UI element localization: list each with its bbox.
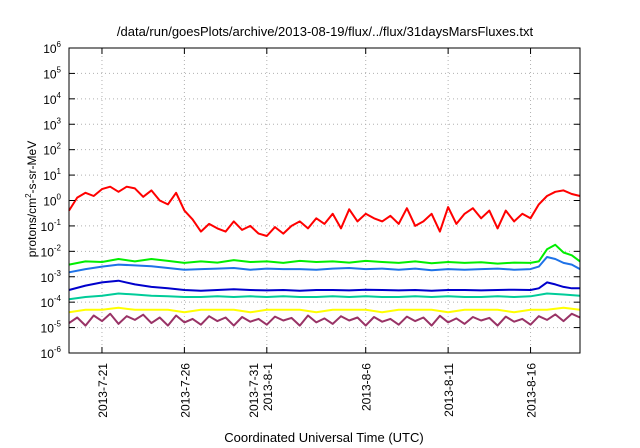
y-tick-label-exponent: -1 — [54, 218, 62, 227]
series-line-4 — [68, 279, 580, 292]
y-tick-label-exponent: 2 — [57, 142, 62, 151]
series-line-5 — [68, 292, 581, 301]
y-tick-label: 104 — [43, 91, 61, 107]
x-axis-label: Coordinated Universal Time (UTC) — [224, 430, 423, 445]
y-tick-label: 10-6 — [41, 345, 62, 361]
y-tick-label-base: 10 — [41, 271, 55, 285]
y-tick-label-base: 10 — [43, 42, 57, 56]
y-tick-label: 101 — [43, 167, 61, 183]
y-tick-label-exponent: -3 — [54, 269, 62, 278]
y-tick-label-exponent: 6 — [57, 40, 62, 49]
y-tick-label-base: 10 — [43, 169, 57, 183]
x-tick-label: 2013-8-1 — [261, 363, 275, 411]
x-tick-label: 2013-8-16 — [525, 363, 539, 418]
y-axis-label-main: protons/cm — [25, 198, 39, 257]
y-tick-label-base: 10 — [41, 245, 55, 259]
series-line-6 — [68, 306, 581, 314]
y-tick-label: 102 — [43, 142, 61, 158]
y-tick-label: 10-4 — [41, 294, 62, 310]
y-tick-label-base: 10 — [41, 220, 55, 234]
y-axis-label: protons/cm2-s-sr-MeV — [24, 141, 39, 257]
y-tick-label-exponent: 4 — [57, 91, 62, 100]
series-lines — [68, 185, 581, 327]
y-tick-label: 100 — [43, 193, 61, 209]
y-tick-label: 10-5 — [41, 320, 62, 336]
grid-lines — [69, 48, 580, 353]
y-axis-label-units: -s-sr-MeV — [25, 141, 39, 194]
y-tick-label-exponent: 1 — [57, 167, 62, 176]
y-axis-label-superscript: 2 — [24, 193, 33, 198]
series-line-7 — [68, 312, 581, 327]
y-tick-label-base: 10 — [43, 67, 57, 81]
y-tick-label: 10-1 — [41, 218, 62, 234]
y-tick-label-base: 10 — [43, 195, 57, 209]
y-tick-label-exponent: 3 — [57, 116, 62, 125]
chart-title: /data/run/goesPlots/archive/2013-08-19/f… — [117, 24, 534, 39]
axes: 10-610-510-410-310-210-11001011021031041… — [41, 40, 580, 418]
y-tick-label-base: 10 — [41, 296, 55, 310]
y-tick-label-exponent: -6 — [54, 345, 62, 354]
series-line-2 — [68, 243, 581, 266]
y-tick-label: 103 — [43, 116, 61, 132]
y-tick-label-base: 10 — [41, 347, 55, 361]
x-tick-label: 2013-7-26 — [178, 363, 192, 418]
y-tick-label: 106 — [43, 40, 61, 56]
y-tick-label: 10-3 — [41, 269, 62, 285]
y-tick-label: 10-2 — [41, 243, 62, 259]
y-tick-label-exponent: -5 — [54, 320, 62, 329]
x-tick-label: 2013-7-31 — [247, 363, 261, 418]
series-line-3 — [68, 256, 581, 274]
y-tick-label-exponent: -2 — [54, 243, 62, 252]
x-tick-label: 2013-7-21 — [96, 363, 110, 418]
series-line-1 — [68, 185, 581, 237]
y-tick-label-base: 10 — [43, 118, 57, 132]
y-tick-label-base: 10 — [41, 322, 55, 336]
y-tick-label-base: 10 — [43, 144, 57, 158]
y-tick-label-exponent: 5 — [57, 65, 62, 74]
y-tick-label-exponent: -4 — [54, 294, 62, 303]
x-tick-label: 2013-8-6 — [360, 363, 374, 411]
y-tick-label-exponent: 0 — [57, 193, 62, 202]
y-tick-label: 105 — [43, 65, 61, 81]
y-tick-label-base: 10 — [43, 93, 57, 107]
x-tick-label: 2013-8-11 — [442, 363, 456, 417]
